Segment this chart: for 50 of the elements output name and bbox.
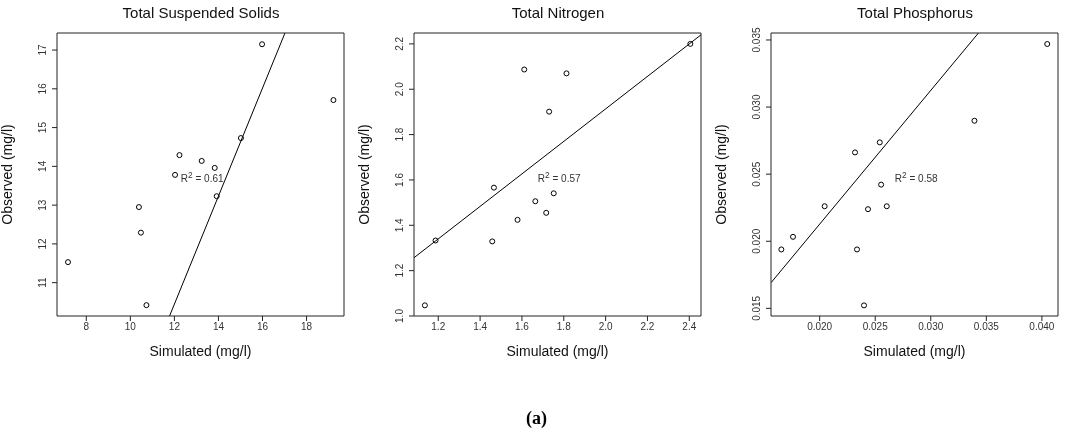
annotation: R$^{2}$ = 0.61	[180, 169, 224, 185]
y-tick-label: 14	[37, 160, 48, 172]
annotation: R$^{2}$ = 0.57	[537, 169, 581, 185]
x-tick-label: 1.8	[556, 321, 572, 333]
chart-title: Total Phosphorus	[856, 4, 974, 21]
x-axis-title: Simulated (mg/l)	[149, 342, 252, 359]
x-tick-label: 1.6	[514, 321, 530, 333]
chart-title: Total Nitrogen	[510, 4, 606, 21]
x-tick-label: 0.020	[807, 321, 833, 333]
y-tick-label: 0.015	[751, 295, 762, 321]
y-tick-label: 13	[37, 199, 48, 211]
text: (a)	[525, 408, 548, 429]
y-tick-label: 1.4	[394, 217, 405, 233]
y-tick-label: 1.6	[394, 172, 405, 187]
x-tick-label: 2.2	[640, 321, 655, 333]
y-tick-label: 1.2	[394, 263, 405, 278]
x-tick-label: 2.0	[598, 321, 613, 333]
y-axis-title: Observed (mg/l)	[355, 124, 372, 225]
chart-title: Total Suspended Solids	[121, 4, 281, 21]
x-tick-label: 1.2	[431, 321, 446, 333]
y-tick-label: 16	[37, 82, 48, 95]
y-tick-label: 11	[37, 277, 48, 288]
y-tick-label: 0.035	[751, 27, 762, 53]
y-axis-title: Observed (mg/l)	[712, 124, 729, 225]
x-tick-label: 0.025	[862, 321, 889, 333]
annotation: R$^{2}$ = 0.58	[894, 169, 938, 185]
y-tick-label: 2.0	[394, 81, 405, 97]
y-axis-title: Observed (mg/l)	[0, 124, 15, 225]
y-tick-label: 1.8	[394, 127, 405, 142]
x-tick-label: 0.030	[918, 321, 944, 333]
x-tick-label: 16	[256, 321, 269, 333]
x-tick-label: 14	[212, 321, 225, 333]
y-tick-label: 2.2	[394, 36, 405, 51]
x-tick-label: 8	[83, 321, 90, 333]
x-tick-label: 2.4	[682, 321, 697, 333]
y-tick-label: 15	[37, 121, 48, 134]
y-tick-label: 12	[37, 237, 48, 250]
x-tick-label: 1.4	[473, 321, 488, 333]
x-axis-title: Simulated (mg/l)	[863, 342, 966, 359]
x-tick-label: 0.040	[1029, 321, 1055, 333]
y-tick-label: 0.020	[751, 228, 762, 254]
x-tick-label: 0.035	[973, 321, 1000, 333]
y-tick-label: 17	[37, 44, 48, 56]
y-tick-label: 0.025	[751, 161, 762, 187]
y-tick-label: 0.030	[751, 94, 762, 120]
y-tick-label: 1.0	[394, 308, 405, 323]
x-tick-label: 10	[124, 321, 137, 333]
x-tick-label: 18	[300, 321, 313, 333]
x-tick-label: 12	[168, 321, 181, 333]
x-axis-title: Simulated (mg/l)	[506, 342, 609, 359]
